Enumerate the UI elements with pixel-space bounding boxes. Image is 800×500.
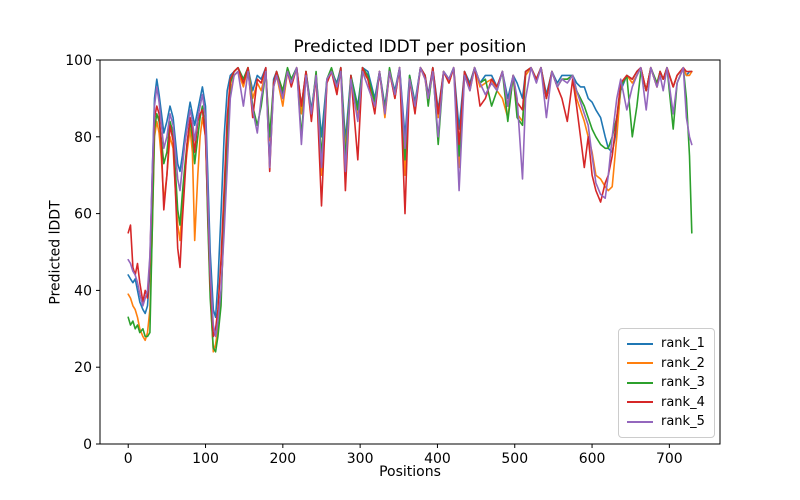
series-line-rank_4 bbox=[127, 66, 693, 338]
legend-item-rank_1: rank_1 bbox=[627, 334, 705, 354]
x-tick-label: 300 bbox=[347, 451, 374, 467]
legend-line-swatch-rank_5 bbox=[627, 420, 653, 423]
y-tick-label: 20 bbox=[74, 360, 92, 376]
legend-item-rank_5: rank_5 bbox=[627, 412, 705, 432]
legend-item-rank_4: rank_4 bbox=[627, 393, 705, 413]
legend-item-rank_2: rank_2 bbox=[627, 354, 705, 374]
x-tick-label: 400 bbox=[424, 451, 451, 467]
chart-title: Predicted lDDT per position bbox=[293, 37, 527, 57]
legend-line-swatch-rank_2 bbox=[627, 362, 653, 365]
y-tick-label: 0 bbox=[83, 437, 92, 453]
x-tick-label: 0 bbox=[124, 451, 133, 467]
legend-item-rank_3: rank_3 bbox=[627, 373, 705, 393]
legend-line-swatch-rank_3 bbox=[627, 381, 653, 384]
legend-label-rank_5: rank_5 bbox=[661, 414, 705, 430]
legend-line-swatch-rank_4 bbox=[627, 401, 653, 404]
x-axis-label: Positions bbox=[379, 464, 441, 480]
series-line-rank_3 bbox=[127, 66, 693, 353]
y-tick-label: 100 bbox=[65, 53, 92, 69]
legend-label-rank_2: rank_2 bbox=[661, 355, 705, 371]
y-axis-label: Predicted lDDT bbox=[47, 200, 64, 305]
legend-label-rank_3: rank_3 bbox=[661, 375, 705, 391]
y-tick-label: 40 bbox=[74, 283, 92, 299]
x-tick-label: 600 bbox=[579, 451, 606, 467]
legend-label-rank_1: rank_1 bbox=[661, 336, 705, 352]
series-line-rank_1 bbox=[127, 66, 693, 319]
legend-line-swatch-rank_1 bbox=[627, 342, 653, 345]
x-tick-label: 700 bbox=[656, 451, 683, 467]
y-tick-label: 60 bbox=[74, 207, 92, 223]
x-tick-label: 500 bbox=[501, 451, 528, 467]
legend: rank_1 rank_2 rank_3 rank_4 rank_5 bbox=[618, 328, 715, 438]
y-tick-label: 80 bbox=[74, 130, 92, 146]
axes-frame bbox=[99, 59, 721, 445]
series-line-rank_5 bbox=[127, 66, 693, 338]
legend-label-rank_4: rank_4 bbox=[661, 394, 705, 410]
x-tick-label: 100 bbox=[192, 451, 219, 467]
x-tick-label: 200 bbox=[269, 451, 296, 467]
